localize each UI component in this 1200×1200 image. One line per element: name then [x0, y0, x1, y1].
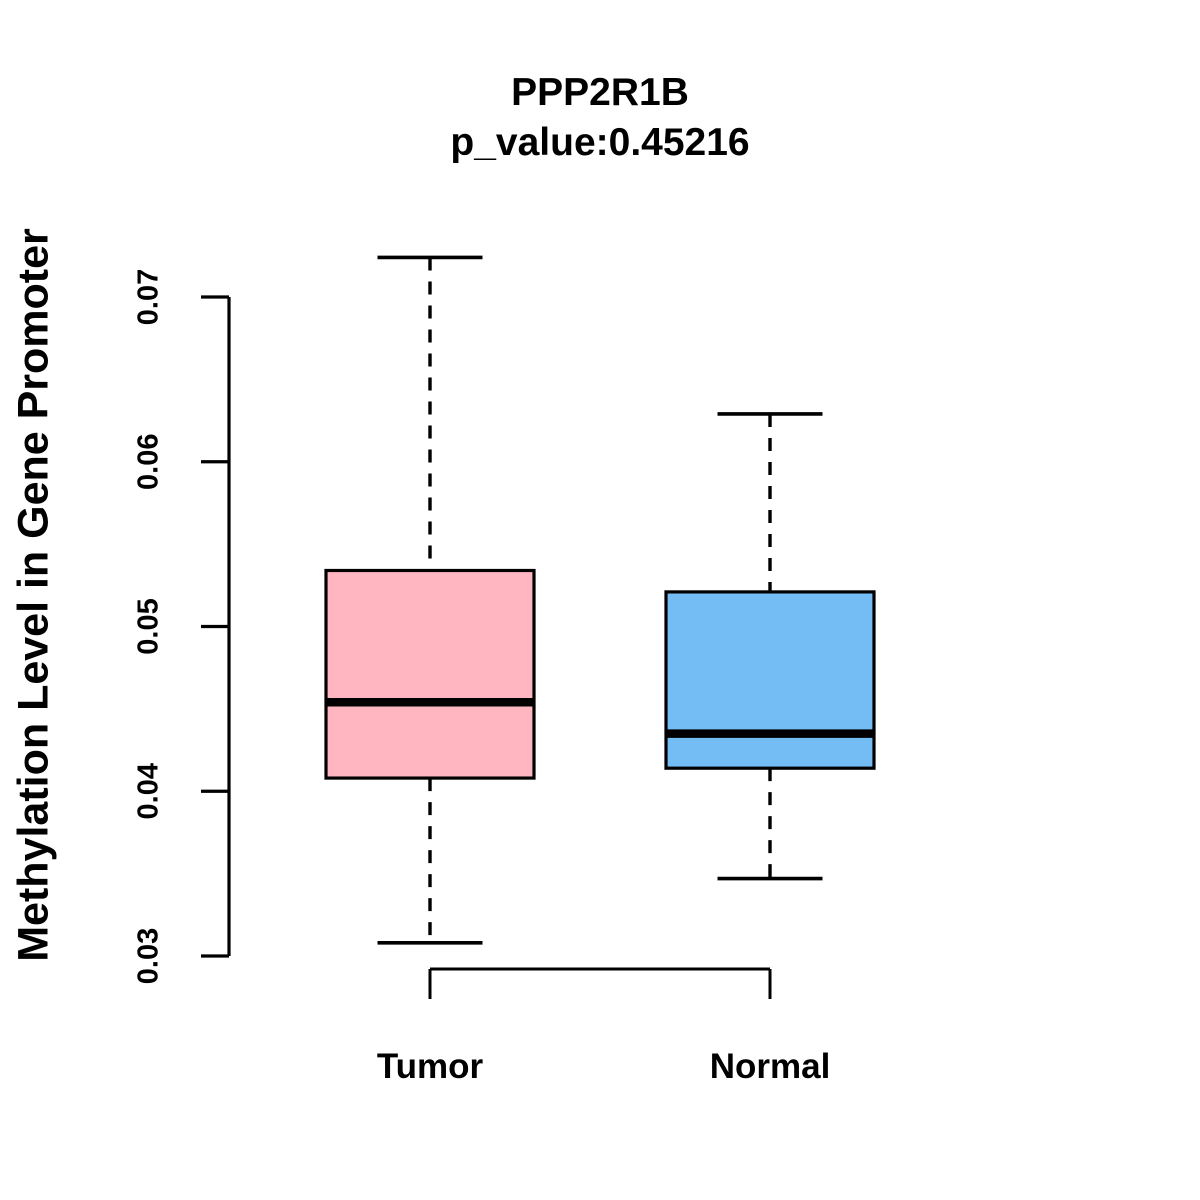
- normal-box: [664, 590, 876, 770]
- y-tick-label: 0.07: [133, 269, 165, 325]
- x-label-normal: Normal: [710, 1047, 831, 1086]
- y-tick-label: 0.03: [133, 928, 165, 984]
- y-tick-label: 0.06: [133, 434, 165, 490]
- y-tick-label: 0.05: [133, 598, 165, 654]
- p-value-label: p_value:0.45216: [450, 121, 750, 164]
- y-tick-label: 0.04: [133, 763, 165, 819]
- tumor-box: [324, 568, 536, 780]
- chart-title: PPP2R1B: [511, 71, 689, 114]
- x-label-tumor: Tumor: [377, 1047, 484, 1086]
- title-block: PPP2R1B p_value:0.45216: [450, 68, 749, 168]
